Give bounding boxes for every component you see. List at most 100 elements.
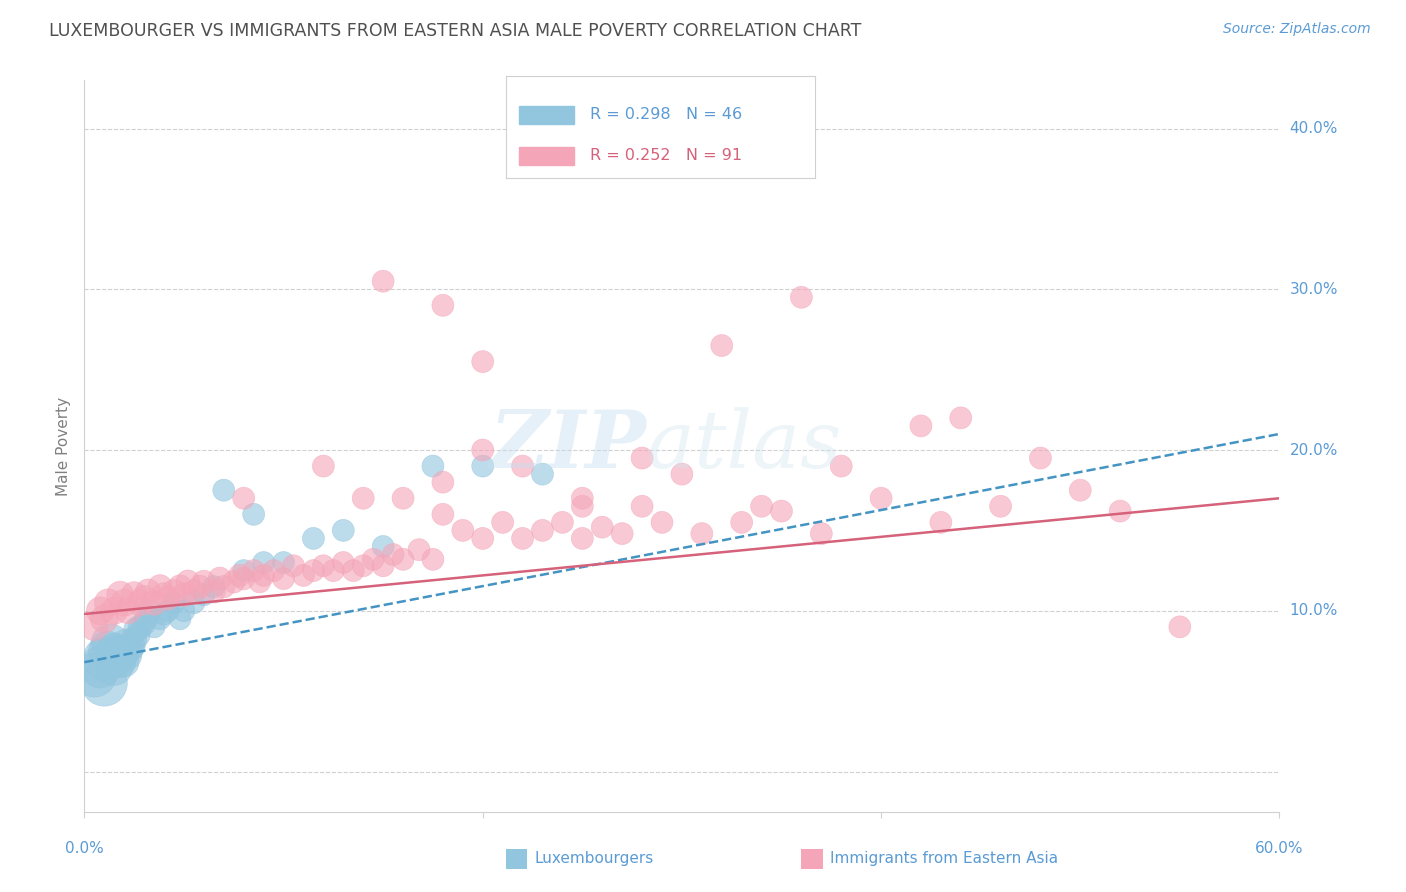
Point bbox=[222, 574, 245, 589]
Point bbox=[512, 459, 534, 474]
Point bbox=[571, 500, 593, 514]
Text: atlas: atlas bbox=[645, 408, 841, 484]
Point bbox=[870, 491, 893, 506]
Point bbox=[111, 648, 134, 663]
Point bbox=[132, 591, 156, 605]
Point bbox=[471, 354, 494, 368]
Point bbox=[93, 652, 115, 666]
Point bbox=[193, 588, 215, 602]
Point bbox=[157, 591, 180, 605]
Point bbox=[149, 612, 172, 626]
Point bbox=[89, 660, 111, 674]
Point bbox=[531, 467, 554, 482]
Point bbox=[110, 655, 132, 669]
Point bbox=[551, 516, 574, 530]
Point bbox=[143, 596, 166, 610]
Point bbox=[361, 552, 384, 566]
Point bbox=[103, 660, 125, 674]
Point bbox=[408, 542, 430, 557]
Point bbox=[202, 584, 225, 599]
Point bbox=[342, 564, 364, 578]
Point bbox=[631, 451, 654, 466]
Point bbox=[690, 526, 713, 541]
Point bbox=[283, 558, 305, 573]
Point bbox=[332, 524, 354, 538]
Point bbox=[471, 443, 494, 458]
Point bbox=[117, 648, 139, 663]
Point bbox=[790, 290, 813, 304]
Point bbox=[531, 524, 554, 538]
Point bbox=[232, 491, 254, 506]
Point bbox=[253, 568, 276, 582]
Bar bbox=[519, 146, 574, 165]
Point bbox=[107, 644, 129, 658]
Point bbox=[352, 491, 374, 506]
Point bbox=[671, 467, 693, 482]
Point bbox=[132, 616, 156, 631]
Point bbox=[232, 564, 254, 578]
Point bbox=[929, 516, 952, 530]
Point bbox=[143, 620, 166, 634]
Point bbox=[571, 532, 593, 546]
Point bbox=[352, 558, 374, 573]
Point bbox=[830, 459, 852, 474]
Point bbox=[332, 556, 354, 570]
Point bbox=[136, 584, 159, 599]
Point bbox=[110, 588, 132, 602]
Point bbox=[253, 556, 276, 570]
Point bbox=[177, 574, 200, 589]
Point bbox=[169, 580, 191, 594]
Point bbox=[302, 532, 325, 546]
Text: 20.0%: 20.0% bbox=[1289, 442, 1337, 458]
Y-axis label: Male Poverty: Male Poverty bbox=[56, 396, 72, 496]
Point bbox=[451, 524, 474, 538]
Point bbox=[312, 558, 335, 573]
Point bbox=[1069, 483, 1091, 498]
Point bbox=[188, 580, 211, 594]
Point bbox=[610, 526, 633, 541]
Point bbox=[382, 548, 405, 562]
Point bbox=[173, 604, 195, 618]
Point bbox=[127, 628, 149, 642]
Point bbox=[89, 604, 111, 618]
Point bbox=[492, 516, 515, 530]
Point bbox=[432, 475, 454, 490]
Point bbox=[422, 552, 444, 566]
Point bbox=[249, 574, 271, 589]
Point bbox=[169, 612, 191, 626]
Point bbox=[135, 612, 157, 626]
Point bbox=[212, 580, 235, 594]
Point bbox=[149, 580, 172, 594]
Point bbox=[173, 588, 195, 602]
Point bbox=[591, 520, 613, 534]
Point bbox=[98, 636, 121, 650]
Point bbox=[122, 588, 145, 602]
Text: R = 0.252   N = 91: R = 0.252 N = 91 bbox=[589, 148, 742, 163]
Text: 10.0%: 10.0% bbox=[1289, 603, 1337, 618]
Point bbox=[139, 604, 162, 618]
Point bbox=[751, 500, 773, 514]
Point bbox=[232, 572, 254, 586]
Point bbox=[990, 500, 1012, 514]
Text: Luxembourgers: Luxembourgers bbox=[534, 852, 654, 866]
Point bbox=[432, 508, 454, 522]
Point bbox=[810, 526, 832, 541]
Point bbox=[273, 572, 295, 586]
Point bbox=[471, 532, 494, 546]
Point bbox=[651, 516, 673, 530]
Point bbox=[312, 459, 335, 474]
Point bbox=[157, 604, 180, 618]
Text: Immigrants from Eastern Asia: Immigrants from Eastern Asia bbox=[830, 852, 1057, 866]
Text: 60.0%: 60.0% bbox=[1256, 840, 1303, 855]
Text: LUXEMBOURGER VS IMMIGRANTS FROM EASTERN ASIA MALE POVERTY CORRELATION CHART: LUXEMBOURGER VS IMMIGRANTS FROM EASTERN … bbox=[49, 22, 862, 40]
Point bbox=[202, 580, 225, 594]
Point bbox=[93, 676, 115, 690]
Point bbox=[129, 620, 152, 634]
Point bbox=[97, 596, 120, 610]
Point bbox=[83, 620, 105, 634]
Point bbox=[292, 568, 315, 582]
Point bbox=[263, 564, 285, 578]
Point bbox=[571, 491, 593, 506]
Point bbox=[392, 552, 415, 566]
Point bbox=[512, 532, 534, 546]
